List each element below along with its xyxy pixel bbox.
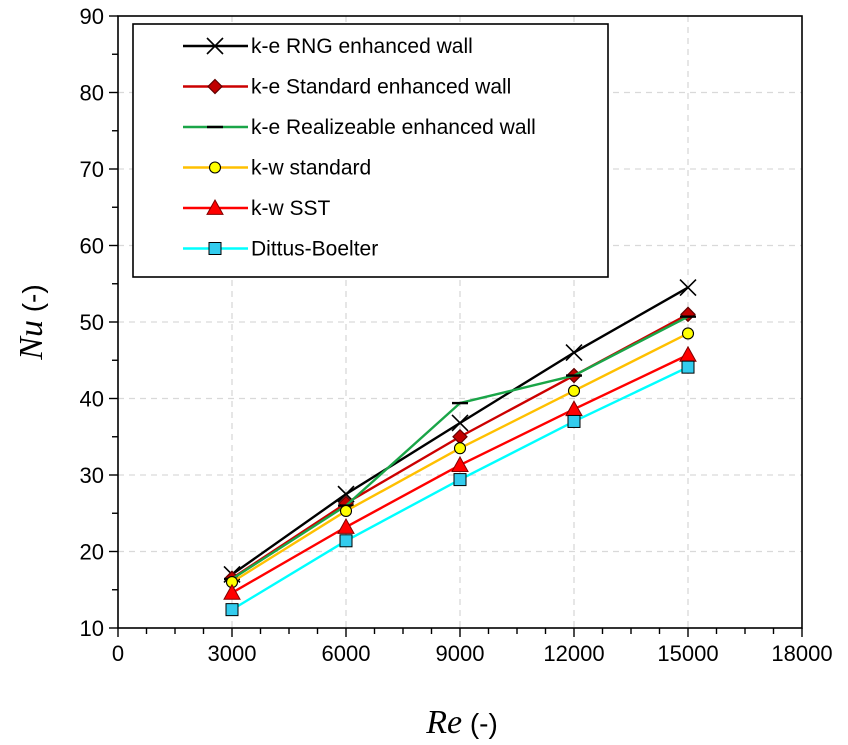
data-point (223, 583, 241, 600)
y-axis-title-unit: (-) (17, 284, 48, 320)
data-point (225, 603, 239, 617)
y-tick-label: 40 (80, 387, 104, 412)
data-point (451, 456, 469, 472)
data-point (681, 360, 695, 374)
legend-entry: k-e Standard enhanced wall (183, 76, 511, 99)
y-tick-label: 90 (80, 4, 104, 29)
x-tick-label: 3000 (208, 641, 257, 666)
legend-marker (206, 198, 224, 215)
legend-entry: k-e RNG enhanced wall (183, 35, 473, 58)
data-point (567, 414, 581, 428)
legend: k-e RNG enhanced wall k-e Standard enhanc… (132, 23, 609, 278)
data-point (567, 384, 581, 397)
legend-entry: k-w standard (183, 157, 371, 180)
data-point (565, 344, 583, 362)
legend-label: Dittus-Boelter (251, 238, 378, 261)
x-tick-label: 15000 (657, 641, 718, 666)
legend-marker (207, 78, 223, 95)
legend-entry: Dittus-Boelter (183, 238, 378, 261)
legend-marker (206, 37, 224, 55)
x-marker-stroke (206, 37, 224, 55)
x-tick-label: 6000 (322, 641, 371, 666)
y-tick-label: 10 (80, 616, 104, 641)
data-point (339, 504, 353, 518)
y-axis-title: Nu (-) (13, 284, 50, 360)
data-point (453, 473, 467, 487)
x-axis-title-main: Re (425, 704, 462, 741)
series-group (223, 279, 697, 617)
y-axis-title-main: Nu (13, 320, 50, 361)
x-marker-stroke (451, 414, 469, 432)
x-marker-stroke (565, 344, 583, 362)
legend-label: k-e Realizeable enhanced wall (251, 116, 536, 139)
data-point (339, 534, 353, 548)
x-tick-label: 0 (112, 641, 124, 666)
data-point (453, 442, 467, 455)
data-point (451, 414, 469, 432)
series-6 (225, 360, 695, 617)
y-tick-label: 50 (80, 310, 104, 335)
legend-marker (208, 242, 222, 255)
legend-box (132, 23, 609, 278)
x-marker-stroke (337, 485, 355, 503)
x-tick-label: 9000 (436, 641, 485, 666)
legend-label: k-w standard (251, 157, 371, 180)
y-tick-label: 70 (80, 157, 104, 182)
legend-entry: k-w SST (183, 197, 331, 220)
series-4 (225, 327, 695, 589)
data-point (679, 279, 697, 297)
series-5 (223, 345, 697, 600)
data-point (337, 517, 355, 534)
legend-label: k-w SST (251, 197, 331, 220)
x-marker-stroke (679, 279, 697, 297)
series-3 (224, 315, 696, 581)
y-tick-label: 60 (80, 234, 104, 259)
axis-labels: Re (-) Nu (-) (13, 284, 498, 741)
legend-entry: k-e Realizeable enhanced wall (183, 116, 536, 139)
axes: 0 3000 6000 9000 12000 15000 18000 10 20 30 40 50 60… (80, 4, 833, 666)
legend-label: k-e Standard enhanced wall (251, 76, 511, 99)
x-axis-title: Re (-) (425, 704, 498, 741)
data-point (681, 327, 695, 340)
y-tick-label: 30 (80, 463, 104, 488)
x-tick-label: 12000 (543, 641, 604, 666)
y-tick-label: 20 (80, 540, 104, 565)
legend-marker (208, 161, 222, 174)
y-tick-label: 80 (80, 81, 104, 106)
x-tick-label: 18000 (771, 641, 832, 666)
x-axis-title-unit: (-) (462, 708, 498, 739)
legend-label: k-e RNG enhanced wall (251, 35, 473, 58)
